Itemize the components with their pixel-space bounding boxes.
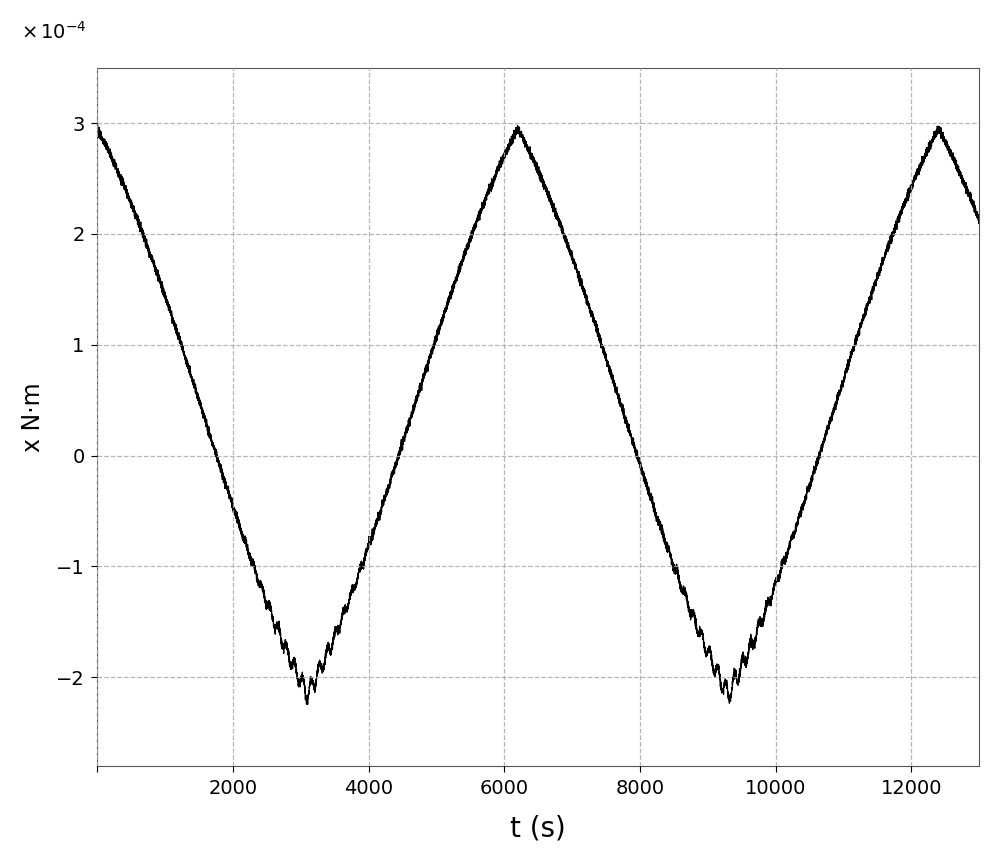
- Text: $\times\,10^{-4}$: $\times\,10^{-4}$: [21, 21, 87, 43]
- Y-axis label: x N·m: x N·m: [21, 382, 45, 451]
- X-axis label: t (s): t (s): [510, 814, 566, 842]
